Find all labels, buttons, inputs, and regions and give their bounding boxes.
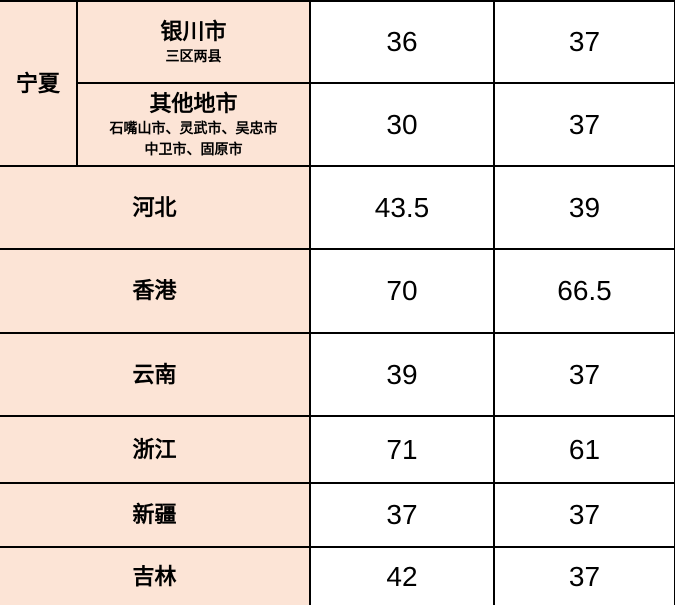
region-cell-jilin: 吉林	[0, 546, 311, 605]
city-detail-line1: 石嘴山市、灵武市、吴忠市	[109, 120, 278, 137]
value-cell: 37	[493, 82, 675, 167]
value-cell: 30	[309, 82, 495, 167]
value-cell: 39	[493, 165, 675, 250]
value-cell: 37	[309, 482, 495, 548]
region-name: 香港	[132, 278, 177, 304]
city-name: 银川市	[160, 18, 227, 44]
region-name: 吉林	[132, 564, 177, 590]
value-cell: 39	[309, 332, 495, 417]
table-row-yinchuan: 宁夏 银川市 三区两县 36 37	[0, 0, 675, 167]
value-cell: 36	[309, 0, 495, 84]
region-cell-hongkong: 香港	[0, 248, 311, 334]
table-row-yunnan: 云南 39 37	[0, 332, 675, 417]
value-cell: 70	[309, 248, 495, 334]
province-cell-ningxia: 宁夏	[0, 0, 78, 167]
table-row-hebei: 河北 43.5 39	[0, 165, 675, 250]
table-row-zhejiang: 浙江 71 61	[0, 415, 675, 484]
table-row-jilin: 吉林 42 37	[0, 546, 675, 605]
region-name: 新疆	[132, 502, 177, 528]
city-cell-yinchuan: 银川市 三区两县	[76, 0, 311, 84]
value-cell: 61	[493, 415, 675, 484]
region-name: 浙江	[132, 436, 177, 462]
city-cell-other: 其他地市 石嘴山市、灵武市、吴忠市 中卫市、固原市	[76, 82, 311, 167]
region-cell-hebei: 河北	[0, 165, 311, 250]
region-name: 云南	[132, 361, 177, 387]
city-detail: 三区两县	[165, 48, 222, 65]
city-name: 其他地市	[149, 90, 238, 116]
value-cell: 37	[493, 482, 675, 548]
value-cell: 37	[493, 0, 675, 84]
value-cell: 43.5	[309, 165, 495, 250]
region-cell-xinjiang: 新疆	[0, 482, 311, 548]
table-row-other-cities: 其他地市 石嘴山市、灵武市、吴忠市 中卫市、固原市 30 37	[0, 82, 675, 167]
table-row-xinjiang: 新疆 37 37	[0, 482, 675, 548]
value-cell: 66.5	[493, 248, 675, 334]
value-cell: 42	[309, 546, 495, 605]
value-cell: 37	[493, 332, 675, 417]
table-row-hongkong: 香港 70 66.5	[0, 248, 675, 334]
value-cell: 37	[493, 546, 675, 605]
city-detail-line2: 中卫市、固原市	[144, 141, 243, 158]
region-cell-yunnan: 云南	[0, 332, 311, 417]
province-name: 宁夏	[15, 70, 60, 96]
region-cell-zhejiang: 浙江	[0, 415, 311, 484]
value-cell: 71	[309, 415, 495, 484]
region-name: 河北	[132, 194, 177, 220]
